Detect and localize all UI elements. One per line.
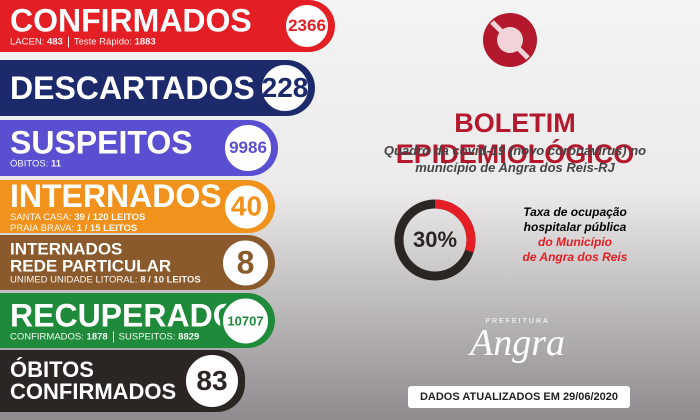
- row: SUSPEITOS ÓBITOS: 11 9986: [0, 120, 278, 176]
- detail-line: CONFIRMADOS: 1878 SUSPEITOS: 8829: [10, 331, 259, 342]
- detail-seg: CONFIRMADOS: 1878: [10, 331, 108, 342]
- detail-value: 483: [46, 36, 63, 48]
- detail-line: ÓBITOS: 11: [10, 159, 193, 170]
- row: DESCARTADOS 228: [0, 60, 315, 116]
- count-badge: 2366: [283, 2, 331, 50]
- detail-seg: LACEN: 483: [10, 37, 63, 48]
- count-badge: 228: [259, 62, 311, 114]
- row-title: INTERNADOS: [10, 177, 222, 214]
- row-text: RECUPERADOS CONFIRMADOS: 1878 SUSPEITOS: 8…: [10, 299, 259, 342]
- count-badge: 40: [222, 182, 271, 231]
- gauge: 30%: [394, 199, 476, 281]
- detail-label: SANTA CASA:: [10, 211, 72, 223]
- gauge-text: Taxa de ocupação hospitalar pública do M…: [495, 205, 655, 265]
- logo-top: PREFEITURA: [485, 318, 550, 325]
- detail-line: UNIMED UNIDADE LITORAL: 8 / 10 LEITOS: [10, 274, 201, 285]
- row-text: INTERNADOS SANTA CASA: 39 / 120 LEITOS PRA…: [10, 180, 222, 234]
- row-text: INTERNADOS REDE PARTICULAR UNIMED UNIDADE …: [10, 240, 201, 285]
- detail-label: SUSPEITOS:: [118, 331, 176, 342]
- detail-label: ÓBITOS:: [10, 158, 49, 170]
- virus-icon: [483, 13, 537, 67]
- detail-label: UNIMED UNIDADE LITORAL:: [10, 274, 138, 285]
- detail-label: Teste Rápido:: [73, 36, 132, 48]
- detail-line: SANTA CASA: 39 / 120 LEITOS: [10, 212, 222, 223]
- row: CONFIRMADOS LACEN: 483 Teste Rápido: 1883 2…: [0, 0, 335, 52]
- detail-seg: Teste Rápido: 1883: [67, 36, 156, 48]
- gauge-label: 30%: [413, 227, 457, 252]
- row-title: DESCARTADOS: [10, 70, 255, 106]
- detail-label: CONFIRMADOS:: [10, 331, 84, 342]
- count-badge: 9986: [222, 122, 274, 174]
- row-title: SUSPEITOS: [10, 124, 193, 161]
- row: INTERNADOS SANTA CASA: 39 / 120 LEITOS PRA…: [0, 180, 275, 234]
- detail-label: LACEN:: [10, 36, 45, 48]
- row: ÓBITOS CONFIRMADOS 83: [0, 350, 245, 412]
- detail-value: 1 / 15 LEITOS: [76, 222, 138, 234]
- logo: PREFEITURA Angra: [470, 318, 565, 364]
- gauge-text-line: hospitalar pública: [523, 220, 627, 234]
- gauge-highlight: do Município: [538, 235, 612, 249]
- count-badge: 10707: [220, 295, 271, 346]
- detail-seg: PRAIA BRAVA: 1 / 15 LEITOS: [10, 223, 137, 234]
- detail-value: 8829: [178, 331, 200, 342]
- detail-value: 8 / 10 LEITOS: [140, 274, 201, 285]
- subtitle: Quadro da covid-19 (novo coronavírus) no…: [340, 142, 690, 176]
- detail-seg: SANTA CASA: 39 / 120 LEITOS: [10, 212, 145, 223]
- row-text: SUSPEITOS ÓBITOS: 11: [10, 127, 193, 170]
- detail-value: 11: [51, 158, 62, 170]
- row-title: RECUPERADOS: [10, 297, 259, 333]
- logo-name: Angra: [470, 322, 565, 364]
- row-title: ÓBITOS: [10, 357, 94, 382]
- detail-seg: SUSPEITOS: 8829: [112, 331, 200, 342]
- row-title: INTERNADOS: [10, 239, 123, 258]
- gauge-highlight: de Angra dos Reis: [522, 250, 628, 264]
- row-text: DESCARTADOS: [10, 72, 255, 104]
- subtitle-line: Quadro da covid-19 (novo coronavírus) no: [383, 143, 647, 158]
- gauge-text-line: Taxa de ocupação: [523, 205, 627, 219]
- row-text: ÓBITOS CONFIRMADOS: [10, 359, 176, 403]
- row-title: CONFIRMADOS: [10, 379, 177, 404]
- row-title: REDE PARTICULAR: [10, 256, 172, 275]
- detail-line: PRAIA BRAVA: 1 / 15 LEITOS: [10, 223, 222, 234]
- count-badge: 8: [220, 237, 271, 288]
- detail-seg: UNIMED UNIDADE LITORAL: 8 / 10 LEITOS: [10, 274, 201, 285]
- detail-value: 1878: [86, 331, 108, 342]
- detail-line: LACEN: 483 Teste Rápido: 1883: [10, 36, 252, 48]
- detail-value: 39 / 120 LEITOS: [74, 211, 146, 223]
- detail-label: PRAIA BRAVA:: [10, 222, 75, 234]
- title: BOLETIM EPIDEMIOLÓGICO: [395, 108, 635, 169]
- row-title: CONFIRMADOS: [10, 2, 252, 39]
- row: RECUPERADOS CONFIRMADOS: 1878 SUSPEITOS: 8…: [0, 293, 275, 348]
- row: INTERNADOS REDE PARTICULAR UNIMED UNIDADE …: [0, 235, 275, 290]
- footer: DADOS ATUALIZADOS EM 29/06/2020: [408, 386, 630, 408]
- subtitle-line: município de Angra dos Reis-RJ: [415, 160, 615, 175]
- detail-seg: ÓBITOS: 11: [10, 159, 61, 170]
- detail-value: 1883: [134, 36, 156, 48]
- count-badge: 83: [183, 352, 241, 410]
- row-text: CONFIRMADOS LACEN: 483 Teste Rápido: 1883: [10, 5, 252, 48]
- gauge-arc: [394, 199, 476, 281]
